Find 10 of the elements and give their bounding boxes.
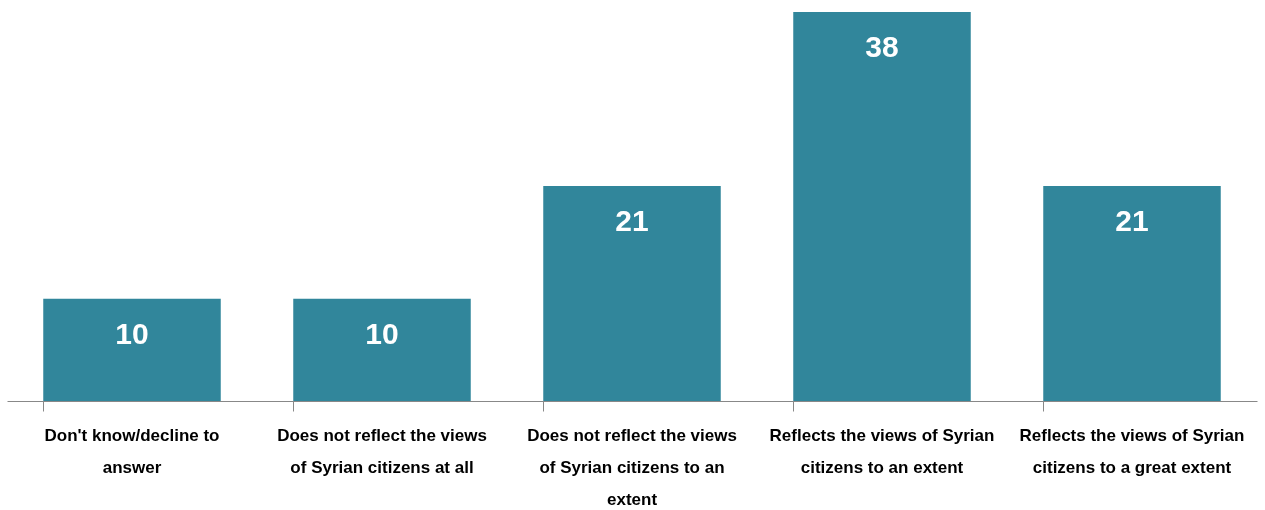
x-tick-label: Does not reflect the views of Syrian citizens at all: [277, 425, 487, 477]
data-label: 21: [1115, 204, 1149, 238]
data-label: 10: [365, 316, 399, 350]
x-tick-label: Does not reflect the views of Syrian citizens to an extent: [527, 425, 737, 509]
x-tick-label: Reflects the views of Syrian citizens to an extent: [769, 425, 995, 477]
data-label: 38: [865, 30, 899, 63]
x-tick-label: Don't know/decline to answer: [44, 425, 220, 477]
x-tick-label: Reflects the views of Syrian citizens to a great extent: [1019, 425, 1245, 477]
data-label: 10: [115, 316, 149, 350]
data-label: 21: [615, 204, 649, 238]
